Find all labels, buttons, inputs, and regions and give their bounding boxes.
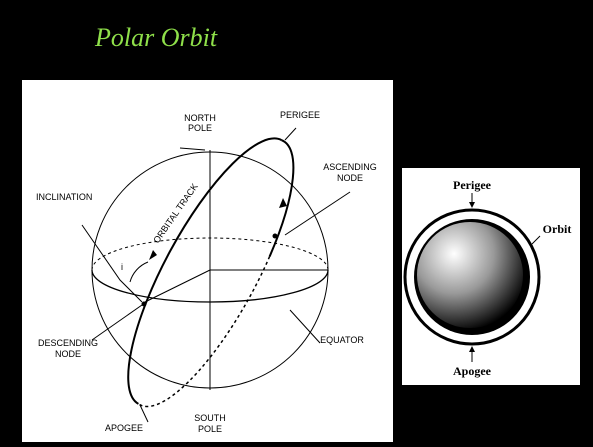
label: APOGEE	[105, 423, 143, 433]
slide-title: Polar Orbit	[94, 23, 218, 52]
descending-node-point	[142, 302, 147, 307]
earth	[417, 222, 523, 328]
label: ASCENDING	[323, 162, 377, 172]
label: POLE	[198, 424, 222, 434]
simple-orbit-diagram: Perigee Orbit Apogee	[402, 168, 580, 385]
orbit-diagram: NORTH POLE PERIGEE ASCENDING NODE INCLIN…	[22, 80, 393, 442]
label: POLE	[188, 123, 212, 133]
label: i	[121, 262, 123, 272]
label: DESCENDING	[38, 338, 98, 348]
label: NODE	[337, 173, 363, 183]
ascending-node-point	[273, 234, 278, 239]
label: Perigee	[453, 178, 492, 192]
label: INCLINATION	[36, 192, 92, 202]
label: PERIGEE	[280, 110, 320, 120]
label: Orbit	[543, 222, 572, 236]
page: Polar Orbit NORTH POLE PERIGEE ASCENDING…	[0, 0, 593, 447]
label: Apogee	[453, 364, 492, 378]
label: EQUATOR	[320, 335, 364, 345]
label: NORTH	[184, 113, 216, 123]
label: SOUTH	[194, 413, 226, 423]
label: NODE	[55, 349, 81, 359]
slide: Polar Orbit NORTH POLE PERIGEE ASCENDING…	[0, 0, 593, 447]
